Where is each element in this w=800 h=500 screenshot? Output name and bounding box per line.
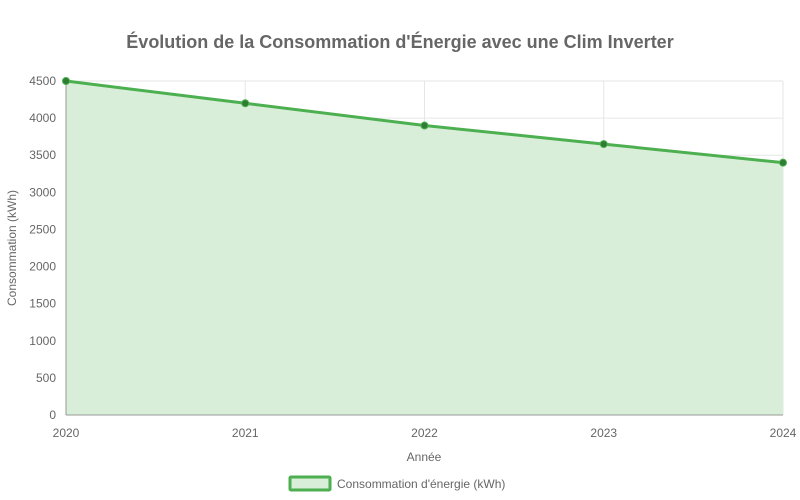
data-point[interactable] (62, 77, 70, 85)
y-tick-label: 2500 (29, 222, 56, 236)
x-tick-label: 2023 (590, 426, 617, 440)
x-axis-title: Année (407, 450, 442, 464)
data-point[interactable] (599, 140, 608, 149)
y-axis-title: Consommation (kWh) (5, 190, 19, 306)
data-point[interactable] (420, 121, 429, 130)
x-tick-label: 2020 (53, 426, 80, 440)
data-point[interactable] (241, 99, 250, 108)
legend: Consommation d'énergie (kWh) (288, 475, 505, 492)
x-tick-label: 2022 (411, 426, 438, 440)
y-tick-label: 500 (36, 371, 56, 385)
x-tick-label: 2024 (770, 426, 797, 440)
legend-label: Consommation d'énergie (kWh) (337, 477, 505, 491)
y-tick-label: 0 (49, 408, 56, 422)
chart-title: Évolution de la Consommation d'Énergie a… (126, 31, 673, 52)
y-tick-label: 1000 (29, 334, 56, 348)
y-tick-label: 1500 (29, 297, 56, 311)
y-tick-label: 3000 (29, 185, 56, 199)
y-tick-label: 2000 (29, 260, 56, 274)
y-tick-label: 4500 (29, 74, 56, 88)
x-tick-label: 2021 (232, 426, 259, 440)
area-layer (66, 81, 783, 415)
legend-swatch (288, 475, 332, 492)
tick-layer: 0 500 1000 1500 2000 2500 3000 3500 4000 4500 2020… (29, 74, 796, 440)
point-layer (62, 77, 787, 167)
series-area (66, 81, 783, 415)
y-tick-label: 3500 (29, 148, 56, 162)
data-point[interactable] (779, 158, 787, 167)
axis-layer (65, 81, 783, 416)
y-tick-label: 4000 (29, 111, 56, 125)
